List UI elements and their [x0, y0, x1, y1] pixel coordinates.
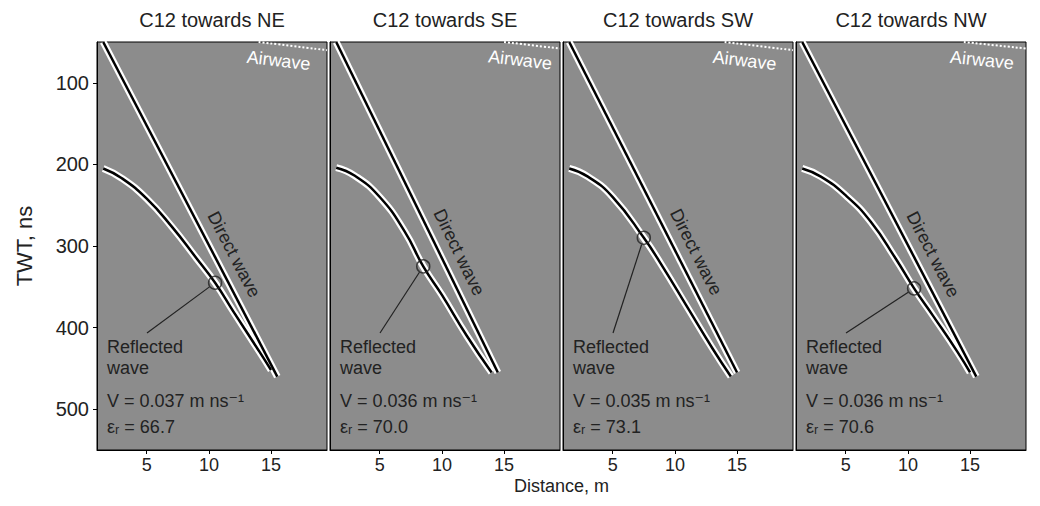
svg-text:V = 0.036 m ns⁻¹: V = 0.036 m ns⁻¹ [806, 391, 943, 411]
svg-text:15: 15 [494, 455, 514, 475]
svg-text:V = 0.036 m ns⁻¹: V = 0.036 m ns⁻¹ [340, 391, 477, 411]
svg-text:15: 15 [727, 455, 747, 475]
svg-text:εᵣ = 70.0: εᵣ = 70.0 [340, 417, 408, 437]
svg-text:400: 400 [56, 317, 89, 339]
svg-text:C12 towards NE: C12 towards NE [139, 9, 285, 31]
svg-text:10: 10 [665, 455, 685, 475]
svg-text:200: 200 [56, 153, 89, 175]
svg-text:wave: wave [805, 358, 848, 378]
svg-text:V = 0.035 m ns⁻¹: V = 0.035 m ns⁻¹ [573, 391, 710, 411]
svg-text:Direct wave: Direct wave [902, 208, 963, 301]
svg-text:Direct wave: Direct wave [429, 206, 488, 299]
svg-text:5: 5 [142, 455, 152, 475]
svg-text:C12 towards SE: C12 towards SE [373, 9, 518, 31]
svg-text:10: 10 [199, 455, 219, 475]
svg-text:5: 5 [608, 455, 618, 475]
svg-text:15: 15 [960, 455, 980, 475]
svg-text:Direct wave: Direct wave [203, 208, 264, 301]
svg-text:εᵣ = 70.6: εᵣ = 70.6 [806, 417, 874, 437]
svg-text:Reflected: Reflected [806, 337, 882, 357]
svg-text:Airwave: Airwave [487, 46, 553, 73]
svg-text:C12 towards NW: C12 towards NW [835, 9, 986, 31]
svg-text:10: 10 [432, 455, 452, 475]
svg-text:εᵣ = 66.7: εᵣ = 66.7 [107, 417, 175, 437]
svg-text:10: 10 [898, 455, 918, 475]
svg-text:Reflected: Reflected [107, 337, 183, 357]
svg-text:5: 5 [375, 455, 385, 475]
svg-text:15: 15 [261, 455, 281, 475]
svg-text:wave: wave [106, 358, 149, 378]
svg-text:Airwave: Airwave [246, 47, 312, 74]
svg-text:Reflected: Reflected [340, 337, 416, 357]
svg-text:C12 towards SW: C12 towards SW [603, 9, 753, 31]
svg-text:Direct wave: Direct wave [666, 206, 726, 299]
svg-text:TWT, ns: TWT, ns [12, 206, 37, 287]
svg-text:Airwave: Airwave [949, 47, 1015, 74]
svg-text:500: 500 [56, 398, 89, 420]
svg-text:εᵣ = 73.1: εᵣ = 73.1 [573, 417, 641, 437]
svg-text:Reflected: Reflected [573, 337, 649, 357]
svg-text:Airwave: Airwave [712, 47, 778, 74]
svg-text:Distance, m: Distance, m [514, 476, 609, 496]
svg-text:100: 100 [56, 72, 89, 94]
svg-text:wave: wave [572, 358, 615, 378]
svg-text:wave: wave [339, 358, 382, 378]
svg-text:5: 5 [841, 455, 851, 475]
svg-text:V = 0.037 m ns⁻¹: V = 0.037 m ns⁻¹ [107, 391, 244, 411]
svg-text:300: 300 [56, 235, 89, 257]
